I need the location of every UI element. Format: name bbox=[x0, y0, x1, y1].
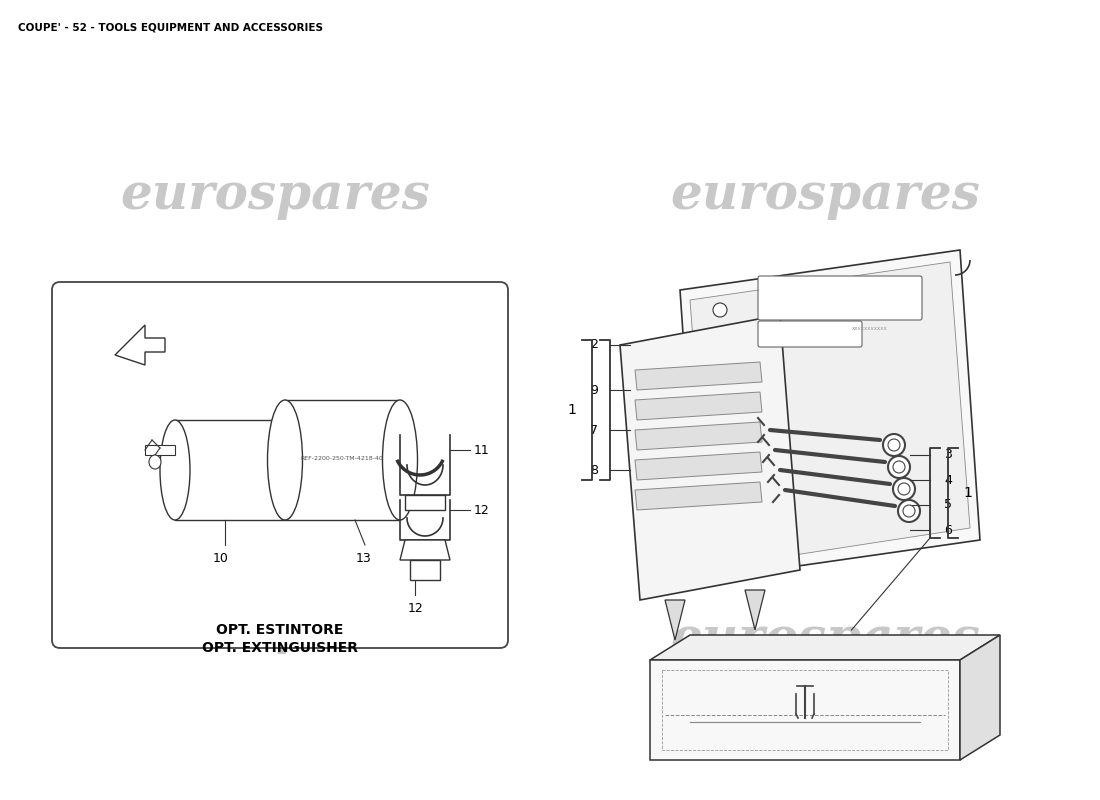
Text: eurospares: eurospares bbox=[120, 170, 430, 219]
Text: 13: 13 bbox=[356, 551, 372, 565]
Polygon shape bbox=[116, 325, 165, 365]
Polygon shape bbox=[745, 590, 764, 630]
Polygon shape bbox=[400, 540, 450, 560]
Polygon shape bbox=[175, 420, 285, 520]
Ellipse shape bbox=[898, 483, 910, 495]
Ellipse shape bbox=[160, 420, 190, 520]
Text: eurospares: eurospares bbox=[120, 606, 430, 654]
Polygon shape bbox=[635, 392, 762, 420]
Ellipse shape bbox=[888, 456, 910, 478]
Polygon shape bbox=[690, 262, 970, 568]
Text: 2: 2 bbox=[590, 338, 598, 351]
Text: 3: 3 bbox=[944, 449, 952, 462]
Polygon shape bbox=[635, 482, 762, 510]
Polygon shape bbox=[680, 250, 980, 580]
FancyBboxPatch shape bbox=[758, 276, 922, 320]
Text: 4: 4 bbox=[944, 474, 952, 486]
Text: 1: 1 bbox=[964, 486, 972, 500]
Text: 10: 10 bbox=[213, 551, 229, 565]
Polygon shape bbox=[410, 560, 440, 580]
Text: OPT. EXTINGUISHER: OPT. EXTINGUISHER bbox=[202, 641, 358, 655]
Text: eurospares: eurospares bbox=[670, 615, 980, 665]
Text: 12: 12 bbox=[474, 503, 490, 517]
Ellipse shape bbox=[898, 500, 920, 522]
Ellipse shape bbox=[903, 505, 915, 517]
FancyBboxPatch shape bbox=[758, 321, 862, 347]
Text: OPT. ESTINTORE: OPT. ESTINTORE bbox=[217, 623, 343, 637]
Text: 1: 1 bbox=[568, 403, 576, 417]
Text: 6: 6 bbox=[944, 523, 952, 537]
Ellipse shape bbox=[883, 434, 905, 456]
Text: REF-2200-250-TM-4218-40: REF-2200-250-TM-4218-40 bbox=[300, 455, 384, 461]
Text: COUPE' - 52 - TOOLS EQUIPMENT AND ACCESSORIES: COUPE' - 52 - TOOLS EQUIPMENT AND ACCESS… bbox=[18, 22, 323, 32]
Text: 7: 7 bbox=[590, 423, 598, 437]
Text: 11: 11 bbox=[474, 443, 490, 457]
Text: 9: 9 bbox=[590, 383, 598, 397]
Ellipse shape bbox=[267, 400, 303, 520]
Ellipse shape bbox=[148, 455, 161, 469]
Polygon shape bbox=[635, 362, 762, 390]
Polygon shape bbox=[650, 660, 960, 760]
Text: 12: 12 bbox=[408, 602, 424, 614]
Polygon shape bbox=[405, 495, 446, 510]
Ellipse shape bbox=[893, 461, 905, 473]
Text: eurospares: eurospares bbox=[670, 170, 980, 219]
Polygon shape bbox=[635, 422, 762, 450]
Polygon shape bbox=[960, 635, 1000, 760]
Ellipse shape bbox=[893, 478, 915, 500]
Polygon shape bbox=[620, 315, 800, 600]
Text: 5: 5 bbox=[944, 498, 952, 511]
Polygon shape bbox=[285, 400, 400, 520]
Polygon shape bbox=[650, 635, 1000, 660]
Ellipse shape bbox=[383, 400, 418, 520]
Polygon shape bbox=[635, 452, 762, 480]
Ellipse shape bbox=[270, 420, 300, 520]
Ellipse shape bbox=[888, 439, 900, 451]
Ellipse shape bbox=[713, 303, 727, 317]
Polygon shape bbox=[666, 600, 685, 640]
Text: 8: 8 bbox=[590, 463, 598, 477]
FancyBboxPatch shape bbox=[52, 282, 508, 648]
Text: xxxxxxxxxxx: xxxxxxxxxxx bbox=[852, 326, 888, 331]
Polygon shape bbox=[145, 445, 175, 455]
